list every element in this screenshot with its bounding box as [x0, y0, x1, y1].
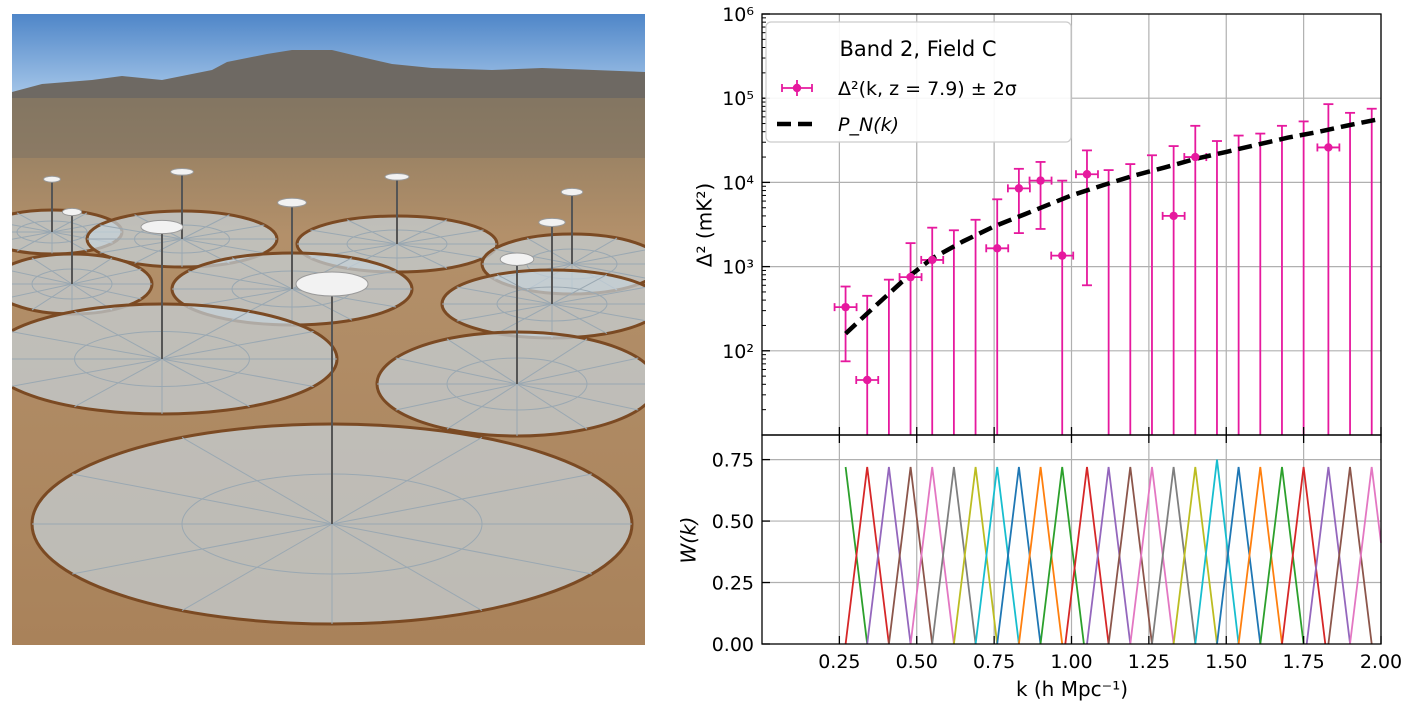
window-functions	[844, 459, 1382, 645]
x-tick-label: 2.00	[1360, 651, 1402, 673]
scrubland	[12, 98, 645, 158]
lower-panel: 0.00 0.25 0.50 0.75 0.25 0.50 0.75 1.00 1.25 1.5…	[677, 427, 1402, 701]
window-function-line	[1172, 466, 1218, 645]
lower-tick-label: 0.00	[712, 634, 754, 656]
x-tick-label: 1.25	[1128, 651, 1170, 673]
window-function-line	[888, 466, 934, 645]
feed-cage	[384, 172, 410, 181]
feed-cage	[295, 271, 369, 297]
legend-title: Band 2, Field C	[839, 37, 996, 61]
window-function-line	[866, 466, 912, 645]
window-function-line	[909, 466, 955, 645]
upper-panel: 10² 10³ 10⁴ 10⁵ 10⁶ Δ² (mK²) Band 2, Field C…	[693, 4, 1382, 436]
window-function-line	[974, 466, 1020, 645]
power-spectrum-chart: 10² 10³ 10⁴ 10⁵ 10⁶ Δ² (mK²) Band 2, Field C…	[677, 4, 1403, 701]
feed-cage	[277, 197, 307, 208]
lower-panel-frame	[761, 434, 1382, 645]
window-function-line	[1194, 459, 1240, 645]
lower-tick-label: 0.75	[712, 450, 754, 472]
upper-tick-label: 10⁵	[722, 88, 754, 110]
telescope-array-photo	[12, 14, 645, 645]
data-point	[1014, 184, 1024, 193]
feed-cage	[170, 167, 194, 176]
y-axis-label-upper: Δ² (mK²)	[693, 183, 717, 267]
y-axis-label-lower: W(k)	[677, 517, 701, 564]
upper-ylabel-text: Δ² (mK²)	[693, 183, 717, 267]
data-point	[1324, 143, 1333, 152]
upper-tick-label: 10³	[722, 257, 754, 279]
window-function-line	[1327, 466, 1373, 645]
noise-curve	[844, 116, 1382, 336]
legend-box	[765, 21, 1072, 143]
window-function-line	[996, 466, 1042, 645]
x-tick-label: 0.25	[818, 651, 860, 673]
window-function-line	[1064, 466, 1110, 645]
lower-ylabel-text: W(k)	[677, 517, 701, 564]
window-function-line	[1018, 466, 1064, 645]
window-function-line	[1305, 466, 1351, 645]
x-tick-label: 1.00	[1050, 651, 1092, 673]
window-function-line	[931, 466, 977, 645]
data-point	[1082, 170, 1092, 179]
upper-y-ticks: 10² 10³ 10⁴ 10⁵ 10⁶	[722, 4, 770, 411]
legend-entry-noise: P_N(k)	[838, 114, 899, 136]
data-point	[993, 244, 1002, 253]
upper-tick-label: 10⁶	[722, 4, 754, 26]
window-function-line	[1281, 466, 1327, 645]
mesa-mountains	[12, 50, 645, 104]
data-point	[841, 302, 850, 312]
lower-tick-label: 0.50	[712, 511, 754, 533]
upper-tick-label: 10²	[722, 341, 754, 363]
legend: Band 2, Field C Δ²(k, z = 7.9) ± 2σ P_N(…	[765, 21, 1072, 143]
data-point	[1169, 211, 1178, 221]
x-tick-label: 0.75	[973, 651, 1015, 673]
data-point	[928, 255, 937, 265]
window-function-line	[1349, 466, 1382, 645]
window-function-line	[1086, 466, 1132, 645]
window-function-line	[1151, 466, 1197, 645]
x-tick-label: 1.75	[1282, 651, 1324, 673]
feed-cage	[61, 207, 83, 217]
data-points	[841, 143, 1333, 385]
x-tick-label: 0.50	[896, 651, 938, 673]
legend-errorbar-swatch	[781, 80, 813, 96]
window-function-line	[1259, 466, 1305, 645]
feed-cage	[538, 217, 566, 227]
dish-array	[12, 167, 645, 626]
window-function-line	[1237, 466, 1283, 645]
window-function-line	[1039, 466, 1085, 645]
feed-cage	[43, 175, 61, 183]
x-tick-label: 1.50	[1205, 651, 1247, 673]
data-point	[1036, 176, 1045, 185]
lower-tick-label: 0.25	[712, 573, 754, 595]
feed-cage	[499, 252, 535, 266]
window-function-line	[953, 466, 999, 645]
errorbars	[833, 103, 1377, 435]
x-axis-label: k (h Mpc⁻¹)	[1016, 677, 1128, 701]
window-function-line	[844, 466, 890, 645]
x-ticks: 0.25 0.50 0.75 1.00 1.25 1.50 1.75 2.00	[818, 427, 1402, 673]
data-point	[863, 375, 872, 385]
window-function-line	[1216, 466, 1262, 645]
legend-entry-data: Δ²(k, z = 7.9) ± 2σ	[838, 78, 1017, 100]
feed-cage	[140, 219, 184, 235]
data-point	[1058, 251, 1067, 260]
upper-tick-label: 10⁴	[722, 172, 754, 194]
data-point	[1191, 152, 1200, 162]
lower-y-ticks: 0.00 0.25 0.50 0.75	[712, 450, 770, 656]
data-point	[906, 272, 915, 282]
window-function-line	[1129, 466, 1175, 645]
window-function-line	[1107, 466, 1153, 645]
feed-cage	[560, 187, 584, 197]
